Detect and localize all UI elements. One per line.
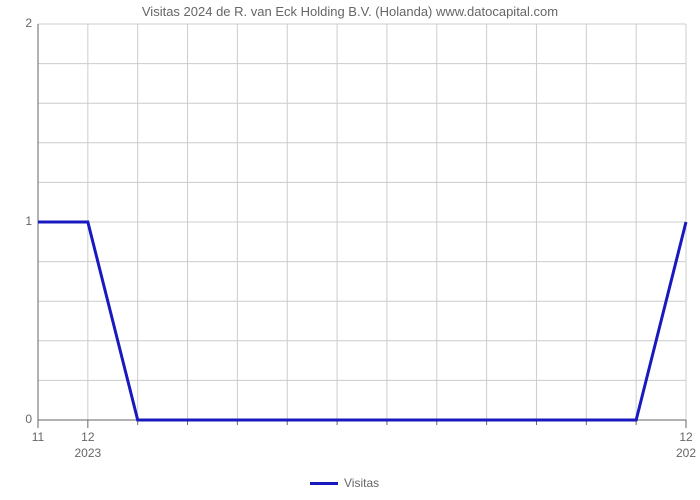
x-category-label: 202 bbox=[676, 446, 696, 460]
x-tick-label: 12 bbox=[679, 430, 692, 444]
y-tick-label: 1 bbox=[12, 214, 32, 228]
chart-container: { "chart": { "type": "line", "title": "V… bbox=[0, 0, 700, 500]
x-tick-label: 11 bbox=[32, 430, 44, 444]
x-category-label: 2023 bbox=[74, 446, 101, 460]
y-tick-label: 0 bbox=[12, 412, 32, 426]
legend-label: Visitas bbox=[344, 476, 379, 490]
y-tick-label: 2 bbox=[12, 16, 32, 30]
legend-line-icon bbox=[310, 482, 338, 485]
chart-svg bbox=[0, 0, 700, 500]
x-tick-label: 12 bbox=[81, 430, 94, 444]
legend: Visitas bbox=[310, 476, 379, 490]
